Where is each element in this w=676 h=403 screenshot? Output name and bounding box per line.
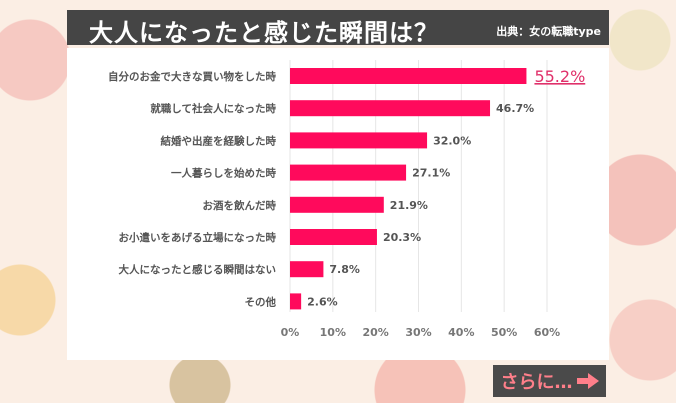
arrow-right-icon xyxy=(576,373,599,389)
x-tick-label: 50% xyxy=(491,326,517,339)
bar xyxy=(290,100,491,117)
x-tick-label: 30% xyxy=(405,326,431,339)
x-tick-label: 0% xyxy=(281,326,300,339)
data-label: 20.3% xyxy=(383,231,421,244)
x-tick-label: 40% xyxy=(448,326,474,339)
bar xyxy=(290,132,428,149)
bar xyxy=(290,164,407,181)
data-label: 55.2% xyxy=(534,67,585,86)
x-tick-label: 10% xyxy=(320,326,346,339)
bar xyxy=(290,196,384,213)
category-label: 一人暮らしを始めた時 xyxy=(171,167,276,180)
x-tick-label: 20% xyxy=(362,326,388,339)
data-label: 32.0% xyxy=(433,134,471,147)
page-title: 大人になったと感じた瞬間は？ xyxy=(89,19,439,47)
category-label: 就職して社会人になった時 xyxy=(150,102,276,115)
category-label: その他 xyxy=(245,295,277,308)
data-label: 7.8% xyxy=(329,263,360,276)
data-label: 2.6% xyxy=(307,295,338,308)
category-label: 結婚や出産を経験した時 xyxy=(161,134,277,147)
data-label: 46.7% xyxy=(496,102,534,115)
more-button[interactable]: さらに… xyxy=(493,365,606,397)
category-label: 大人になったと感じる瞬間はない xyxy=(119,263,277,276)
category-label: 自分のお金で大きな買い物をした時 xyxy=(108,70,276,83)
x-tick-label: 60% xyxy=(534,326,560,339)
source-label: 出典：女の転職type xyxy=(496,25,601,38)
category-label: お小遣いをあげる立場になった時 xyxy=(119,231,277,244)
bar xyxy=(290,68,527,84)
bar xyxy=(290,261,324,278)
bar xyxy=(290,293,302,310)
bar xyxy=(290,229,377,245)
data-label: 21.9% xyxy=(390,199,428,212)
more-button-label: さらに… xyxy=(500,372,573,393)
data-label: 27.1% xyxy=(412,167,450,180)
category-label: お酒を飲んだ時 xyxy=(203,199,277,212)
title-bar: 大人になったと感じた瞬間は？ 出典：女の転職type xyxy=(67,10,609,47)
